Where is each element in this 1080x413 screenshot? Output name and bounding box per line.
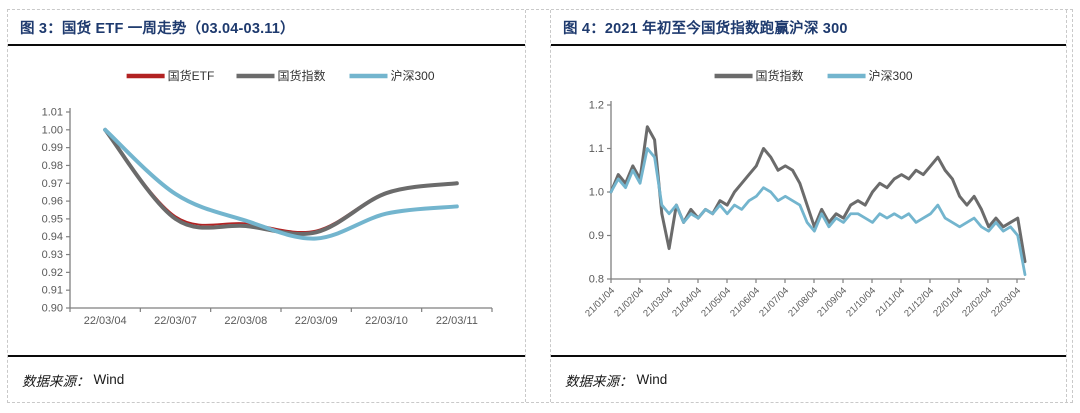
figure-4-header: 图 4：2021 年初至今国货指数跑赢沪深 300 xyxy=(551,10,1066,46)
svg-text:22/03/04: 22/03/04 xyxy=(989,285,1023,319)
svg-text:0.92: 0.92 xyxy=(42,267,63,279)
svg-text:21/10/04: 21/10/04 xyxy=(844,285,878,319)
svg-text:1.1: 1.1 xyxy=(589,143,604,155)
svg-text:21/11/04: 21/11/04 xyxy=(874,285,907,318)
svg-text:22/03/07: 22/03/07 xyxy=(154,315,197,327)
svg-text:0.9: 0.9 xyxy=(589,230,604,242)
svg-text:21/07/04: 21/07/04 xyxy=(757,285,791,319)
svg-text:0.96: 0.96 xyxy=(42,196,63,208)
figure-4-panel: 图 4：2021 年初至今国货指数跑赢沪深 300 0.8 0.9 1.0 1.1 1.… xyxy=(551,10,1066,402)
svg-text:21/06/04: 21/06/04 xyxy=(728,285,762,319)
source-value: Wind xyxy=(636,372,668,387)
svg-text:1.0: 1.0 xyxy=(589,187,604,199)
svg-text:22/03/08: 22/03/08 xyxy=(224,315,267,327)
svg-text:21/01/04: 21/01/04 xyxy=(583,285,617,319)
svg-text:0.93: 0.93 xyxy=(42,249,63,261)
svg-text:0.91: 0.91 xyxy=(42,285,63,297)
svg-text:22/02/04: 22/02/04 xyxy=(960,285,994,319)
table-trailing-cell xyxy=(1066,10,1072,402)
svg-text:21/03/04: 21/03/04 xyxy=(641,285,675,319)
svg-text:21/05/04: 21/05/04 xyxy=(699,285,733,319)
figure-3-panel: 图 3：国货 ETF 一周走势（03.04-03.11） 0.90 0.91 0.9… xyxy=(8,10,525,402)
svg-text:0.95: 0.95 xyxy=(42,213,63,225)
svg-text:沪深300: 沪深300 xyxy=(391,69,435,83)
svg-text:21/08/04: 21/08/04 xyxy=(786,285,820,319)
svg-text:22/03/09: 22/03/09 xyxy=(295,315,338,327)
svg-text:0.98: 0.98 xyxy=(42,160,63,172)
figure-3-source: 数据来源： Wind xyxy=(8,355,525,402)
svg-text:0.97: 0.97 xyxy=(42,178,63,190)
figure-4-chart-area: 0.8 0.9 1.0 1.1 1.2 21/01/04 21/02/04 21/03/04 2… xyxy=(551,46,1066,355)
svg-text:21/12/04: 21/12/04 xyxy=(902,285,936,319)
svg-text:国货指数: 国货指数 xyxy=(278,68,326,83)
svg-text:0.8: 0.8 xyxy=(589,274,604,286)
svg-text:0.99: 0.99 xyxy=(42,142,63,154)
svg-text:国货指数: 国货指数 xyxy=(756,68,804,83)
figure-3-title: 图 3：国货 ETF 一周走势（03.04-03.11） xyxy=(20,20,295,37)
source-label: 数据来源： xyxy=(565,373,633,389)
svg-text:1.01: 1.01 xyxy=(42,107,63,119)
source-value: Wind xyxy=(93,372,125,387)
svg-text:22/03/10: 22/03/10 xyxy=(365,315,408,327)
figure-3-line-chart: 0.90 0.91 0.92 0.93 0.94 0.95 0.96 0.97 0.98 0.99… xyxy=(42,68,493,327)
figure-3-chart-area: 0.90 0.91 0.92 0.93 0.94 0.95 0.96 0.97 0.98 0.99… xyxy=(8,46,525,355)
svg-text:22/03/04: 22/03/04 xyxy=(84,315,127,327)
panel-divider xyxy=(525,10,551,402)
svg-text:国货ETF: 国货ETF xyxy=(168,68,215,83)
figure-4-line-chart: 0.80.91.01.11.221/01/0421/02/0421/03/042… xyxy=(583,68,1027,319)
svg-text:21/02/04: 21/02/04 xyxy=(612,285,646,319)
svg-text:21/04/04: 21/04/04 xyxy=(670,285,704,319)
svg-text:沪深300: 沪深300 xyxy=(869,69,913,83)
svg-text:0.94: 0.94 xyxy=(42,231,63,243)
figure-3-header: 图 3：国货 ETF 一周走势（03.04-03.11） xyxy=(8,10,525,46)
figure-4-title: 图 4：2021 年初至今国货指数跑赢沪深 300 xyxy=(563,20,848,37)
figure-4-source: 数据来源： Wind xyxy=(551,355,1066,402)
svg-text:1.00: 1.00 xyxy=(42,124,63,136)
figures-table: 图 3：国货 ETF 一周走势（03.04-03.11） 0.90 0.91 0.9… xyxy=(7,9,1073,403)
svg-text:22/01/04: 22/01/04 xyxy=(931,285,965,319)
svg-text:1.2: 1.2 xyxy=(589,100,604,112)
svg-text:21/09/04: 21/09/04 xyxy=(815,285,849,319)
source-label: 数据来源： xyxy=(22,373,90,389)
svg-text:0.90: 0.90 xyxy=(42,303,63,315)
svg-text:22/03/11: 22/03/11 xyxy=(436,315,478,327)
